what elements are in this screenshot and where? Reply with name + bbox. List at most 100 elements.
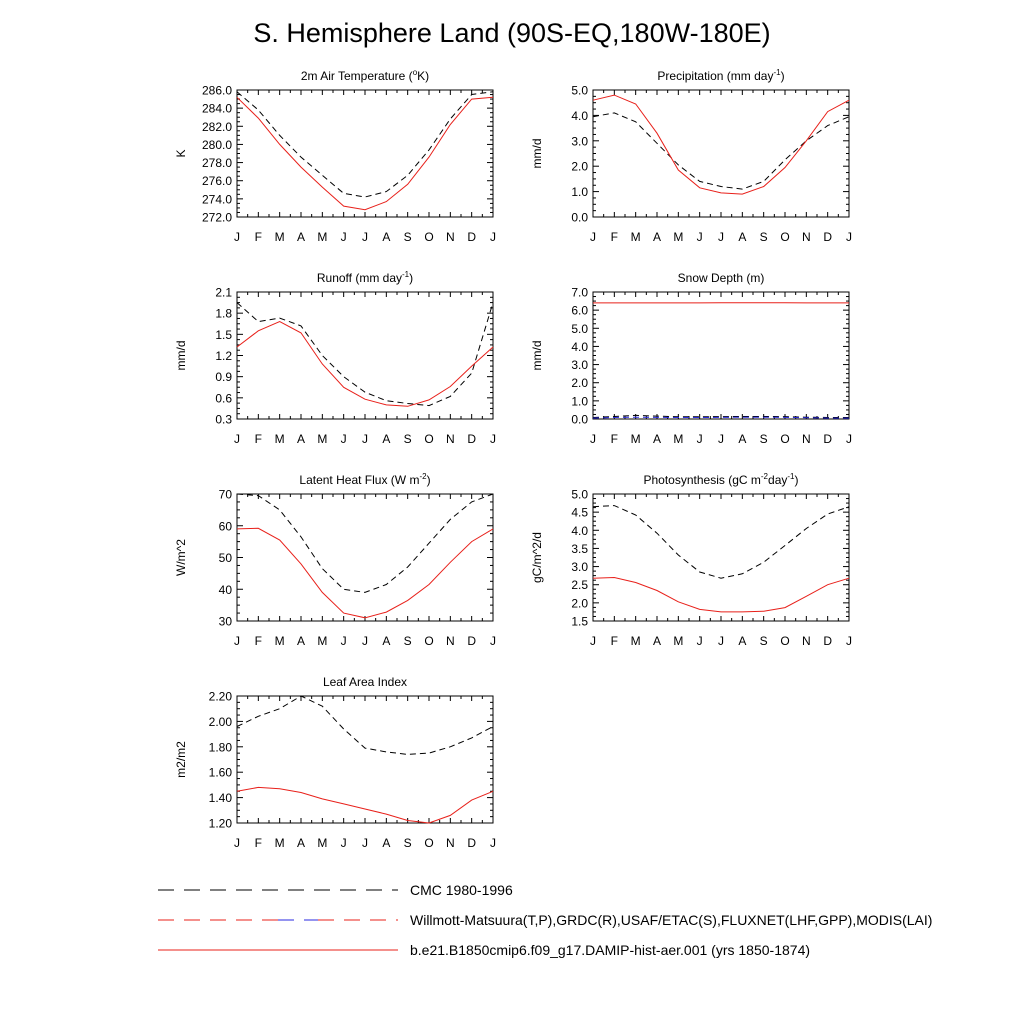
- x-tick-label: A: [382, 634, 390, 648]
- y-tick-label: 0.3: [215, 413, 232, 427]
- x-tick-label: D: [823, 230, 832, 244]
- x-tick-label: J: [718, 230, 724, 244]
- plot-frame: [236, 695, 494, 824]
- x-tick-label: M: [631, 230, 641, 244]
- y-tick-label: 3.5: [571, 542, 588, 556]
- y-tick-label: 2.5: [571, 578, 588, 592]
- title-superscript: -2: [761, 472, 769, 481]
- y-tick-label: 2.1: [215, 286, 232, 300]
- x-tick-label: S: [404, 432, 412, 446]
- x-tick-label: J: [341, 230, 347, 244]
- series-line-solid-red: [236, 321, 494, 407]
- legend-item-cmc: CMC 1980-1996: [158, 880, 513, 900]
- y-tick-label: 30: [219, 615, 233, 629]
- series-line-dash-black: [592, 505, 850, 579]
- y-tick-label: 0.0: [571, 211, 588, 225]
- y-tick-label: 5.0: [571, 488, 588, 502]
- x-tick-label: N: [802, 432, 811, 446]
- y-tick-label: 0.6: [215, 391, 232, 405]
- x-tick-label: J: [341, 432, 347, 446]
- chart-title: Snow Depth (m): [678, 271, 765, 285]
- x-tick-label: M: [317, 432, 327, 446]
- page-title: S. Hemisphere Land (90S-EQ,180W-180E): [253, 18, 771, 48]
- x-tick-label: J: [590, 634, 596, 648]
- x-tick-label: J: [490, 230, 496, 244]
- y-tick-label: 3.0: [571, 560, 588, 574]
- title-text: day: [768, 473, 787, 487]
- chart-panel-3: J F M A M J J A S O N D J2.11.81.51.20.90.60.3Runoff…: [174, 270, 496, 446]
- chart-panel-7: J F M A M J J A S O N D J2.202.001.801.601.401.20Lea…: [174, 675, 496, 850]
- series-line-solid-red: [592, 94, 850, 195]
- y-tick-label: 282.0: [202, 120, 232, 134]
- y-tick-label: 2.0: [571, 160, 588, 174]
- x-tick-label: J: [846, 634, 852, 648]
- x-tick-label: J: [490, 634, 496, 648]
- x-tick-label: N: [802, 230, 811, 244]
- y-tick-label: 5.0: [571, 322, 588, 336]
- y-tick-label: 4.5: [571, 506, 588, 520]
- x-tick-label: J: [234, 432, 240, 446]
- y-tick-label: 1.2: [215, 349, 232, 363]
- y-tick-label: 1.80: [209, 740, 233, 754]
- chart-panel-4: J F M A M J J A S O N D J7.06.05.04.03.02.01.00.0Sno…: [530, 271, 852, 446]
- x-tick-label: O: [424, 634, 433, 648]
- x-tick-label: O: [424, 230, 433, 244]
- title-superscript: o: [413, 68, 418, 77]
- chart-panel-6: J F M A M J J A S O N D J5.04.54.03.53.02.52.01.5Pho…: [530, 472, 852, 648]
- y-tick-label: 4.0: [571, 340, 588, 354]
- y-tick-label: 1.5: [215, 328, 232, 342]
- chart-panel-2: J F M A M J J A S O N D J5.04.03.02.01.00.0Precipita…: [530, 68, 852, 244]
- y-axis-label: mm/d: [530, 341, 544, 371]
- y-tick-label: 280.0: [202, 138, 232, 152]
- y-tick-label: 272.0: [202, 211, 232, 225]
- title-text: ): [795, 473, 799, 487]
- x-tick-label: A: [653, 634, 661, 648]
- plot-frame: [592, 89, 850, 218]
- title-text: ): [781, 69, 785, 83]
- y-tick-label: 6.0: [571, 304, 588, 318]
- x-tick-label: J: [362, 634, 368, 648]
- y-tick-label: 70: [219, 488, 233, 502]
- title-text: Photosynthesis (gC m: [644, 473, 761, 487]
- x-tick-label: O: [780, 432, 789, 446]
- x-tick-label: A: [297, 230, 305, 244]
- y-tick-label: 1.0: [571, 394, 588, 408]
- x-tick-label: J: [234, 634, 240, 648]
- legend-label-model: b.e21.B1850cmip6.f09_g17.DAMIP-hist-aer.…: [410, 942, 811, 958]
- legend-label-observations: Willmott-Matsuura(T,P),GRDC(R),USAF/ETAC…: [410, 912, 933, 928]
- title-text: Runoff (mm day: [317, 271, 402, 285]
- series-line-solid-red: [236, 786, 494, 824]
- legend-item-model: b.e21.B1850cmip6.f09_g17.DAMIP-hist-aer.…: [158, 940, 810, 960]
- y-tick-label: 50: [219, 551, 233, 565]
- chart-title: Leaf Area Index: [323, 675, 407, 689]
- chart-title: Runoff (mm day-1): [317, 270, 413, 285]
- x-tick-label: N: [446, 634, 455, 648]
- title-text: Leaf Area Index: [323, 675, 407, 689]
- x-tick-label: J: [234, 230, 240, 244]
- x-tick-label: J: [234, 836, 240, 850]
- x-tick-label: A: [738, 634, 746, 648]
- x-tick-label: J: [846, 432, 852, 446]
- series-line-solid-red: [592, 576, 850, 613]
- y-tick-label: 1.60: [209, 766, 233, 780]
- legend-label-cmc: CMC 1980-1996: [410, 882, 513, 898]
- y-tick-label: 0.0: [571, 413, 588, 427]
- x-tick-label: N: [446, 230, 455, 244]
- title-superscript: -1: [773, 68, 781, 77]
- x-tick-label: M: [317, 634, 327, 648]
- x-tick-label: J: [341, 836, 347, 850]
- x-tick-label: F: [611, 432, 618, 446]
- y-tick-label: 60: [219, 519, 233, 533]
- y-tick-label: 284.0: [202, 102, 232, 116]
- x-tick-label: S: [404, 230, 412, 244]
- plot-frame: [592, 493, 850, 622]
- x-tick-label: J: [362, 230, 368, 244]
- y-tick-label: 2.0: [571, 596, 588, 610]
- chart-panel-1: J F M A M J J A S O N D J286.0284.0282.0280.0278.027…: [174, 68, 496, 244]
- x-tick-label: F: [611, 230, 618, 244]
- x-tick-label: D: [823, 432, 832, 446]
- x-tick-label: M: [673, 634, 683, 648]
- y-tick-label: 1.8: [215, 307, 232, 321]
